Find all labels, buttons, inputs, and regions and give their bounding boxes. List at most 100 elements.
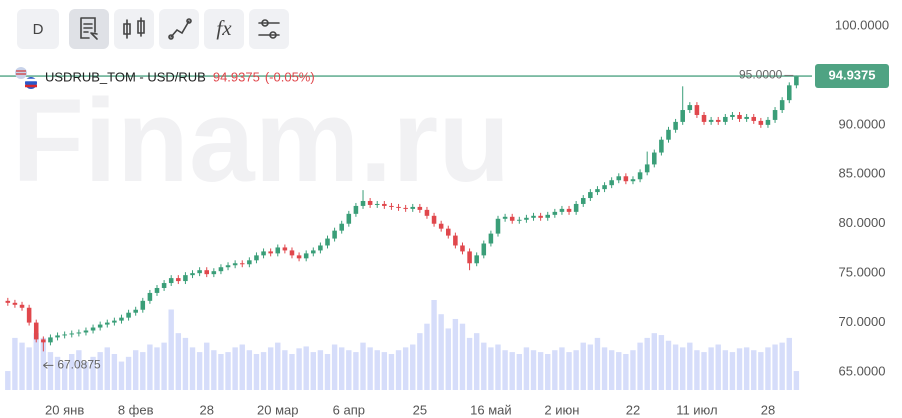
volume-bar (743, 347, 750, 390)
volume-bar (367, 347, 373, 390)
volume-bar (772, 344, 778, 390)
volume-bar (786, 337, 792, 390)
volume-bar (26, 347, 32, 390)
volume-bar (616, 352, 622, 390)
y-tick-label: 75.0000 (839, 265, 886, 280)
candle-body (133, 309, 138, 313)
volume-bar (353, 352, 359, 390)
candle-body (282, 247, 288, 251)
volume-bar (665, 340, 672, 390)
volume-bar (275, 342, 281, 390)
volume-bar (630, 350, 636, 390)
candle-body (296, 255, 302, 259)
volume-bar (90, 356, 96, 390)
volume-bar (239, 344, 245, 390)
volume-bar (61, 361, 68, 390)
volume-bar (729, 352, 736, 390)
candle-body (360, 200, 366, 206)
candle-body (772, 110, 778, 120)
volume-bar (459, 323, 466, 390)
settings-button[interactable] (249, 9, 289, 49)
candle-body (765, 119, 771, 125)
drawing-button[interactable] (159, 9, 199, 49)
candle-body (545, 214, 551, 218)
volume-bar (40, 337, 47, 390)
candle-body (197, 270, 202, 274)
indicator-label[interactable]: fx (216, 16, 232, 40)
template-button[interactable] (69, 9, 109, 49)
candle-body (382, 203, 387, 206)
candle-body (509, 216, 515, 221)
candle-body (332, 230, 337, 239)
volume-bar (54, 356, 61, 390)
x-tick-label: 8 фев (118, 402, 154, 417)
candle-body (232, 263, 238, 266)
volume-bar (608, 350, 615, 390)
candle-body (168, 278, 174, 284)
volume-bar (12, 337, 18, 390)
candle-body (602, 185, 607, 190)
price-change: (-0.05%) (265, 69, 315, 84)
candle-body (12, 302, 18, 305)
y-tick-label: 70.0000 (839, 314, 886, 329)
candle-body (119, 317, 124, 321)
candle-body (481, 243, 487, 256)
chart-type-button[interactable] (114, 9, 154, 49)
candle-body (254, 255, 259, 261)
toolbar: D fx (17, 9, 289, 49)
volume-bar (246, 350, 253, 390)
min-marker-label: 67.0875 (57, 358, 101, 372)
volume-bar (83, 361, 89, 390)
x-tick-label: 20 янв (45, 402, 84, 417)
volume-bar (104, 347, 110, 390)
candle-body (438, 223, 444, 229)
min-marker (43, 361, 54, 369)
candle-body (708, 119, 714, 122)
volume-bar (509, 352, 515, 390)
volume-bar (559, 347, 565, 390)
candle-body (410, 206, 416, 209)
candle-body (616, 176, 622, 181)
candle-body (794, 76, 799, 86)
y-tick-label: 80.0000 (839, 215, 886, 230)
candle-body (517, 219, 522, 221)
volume-bar (253, 354, 260, 390)
volume-bar (282, 350, 288, 390)
candle-body (176, 278, 181, 282)
volume-bar (218, 354, 224, 390)
volume-bar (644, 337, 650, 390)
volume-bar (140, 352, 146, 390)
volume-bar (395, 350, 402, 390)
candle-body (524, 217, 529, 220)
interval-button[interactable] (17, 9, 59, 49)
interval-label[interactable]: D (33, 21, 44, 38)
volume-bar (438, 314, 444, 390)
template-icon (80, 17, 98, 40)
volume-bar (466, 337, 473, 390)
candle-body (275, 247, 281, 254)
volume-bar (552, 350, 558, 390)
plot-area: 65.0000 70.0000 75.0000 80.0000 85.0000 90.00… (0, 17, 889, 417)
volume-bar (502, 350, 508, 390)
candle-body (97, 324, 103, 328)
candle-body (786, 85, 792, 101)
y-tick-label: 85.0000 (839, 166, 886, 181)
volume-bar (694, 350, 700, 390)
volume-bar (417, 333, 423, 390)
candle-body (573, 203, 579, 212)
volume-bar (97, 352, 103, 390)
volume-bar (566, 352, 572, 390)
candle-body (76, 332, 82, 334)
volume-bar (424, 323, 430, 390)
volume-bar (481, 342, 487, 390)
candle-body (701, 114, 707, 122)
candle-body (204, 270, 210, 275)
candle-body (730, 114, 735, 117)
indicator-button[interactable] (204, 9, 244, 49)
volume-bar (623, 354, 629, 390)
candle-body (247, 260, 252, 265)
candle-body (33, 322, 39, 340)
candle-body (403, 207, 408, 209)
candle-body (112, 320, 117, 323)
